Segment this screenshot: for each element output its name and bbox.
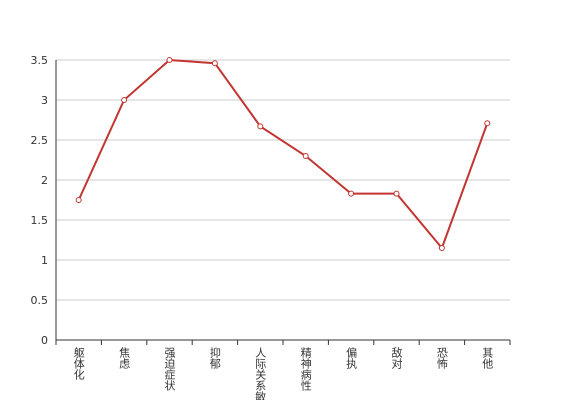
- y-tick-label: 1: [41, 254, 48, 267]
- point: [438, 245, 445, 251]
- point: [348, 190, 355, 197]
- x-tick-label: 抑郁: [208, 346, 221, 369]
- point: [121, 97, 128, 103]
- x-tick-label: 敌对: [390, 346, 403, 369]
- point: [257, 123, 264, 130]
- x-tick-label: 躯体化: [72, 347, 85, 381]
- y-tick-label: 0.5: [31, 294, 49, 307]
- x-tick-label: 其他: [481, 347, 494, 369]
- y-tick-label: 2: [41, 174, 48, 187]
- y-tick-label: 3: [41, 94, 48, 107]
- x-tick-label: 人际关系敏感: [254, 347, 267, 400]
- x-tick-label: 偏执: [345, 346, 358, 370]
- point: [393, 190, 400, 197]
- x-tick-label: 恐怖: [435, 347, 448, 369]
- point: [166, 57, 173, 63]
- x-tick-label: 精神病性: [299, 347, 312, 392]
- y-tick-label: 1.5: [31, 214, 49, 227]
- y-tick-label: 0: [41, 334, 48, 347]
- point: [75, 197, 82, 203]
- line: [77, 58, 489, 250]
- y-tick-label: 3.5: [31, 54, 49, 67]
- point: [302, 153, 309, 159]
- y-tick-label: 2.5: [31, 134, 49, 147]
- x-tick-label: 焦虑: [118, 347, 131, 369]
- point: [484, 120, 491, 127]
- point: [211, 60, 218, 67]
- x-tick-label: 强迫症状: [163, 347, 176, 391]
